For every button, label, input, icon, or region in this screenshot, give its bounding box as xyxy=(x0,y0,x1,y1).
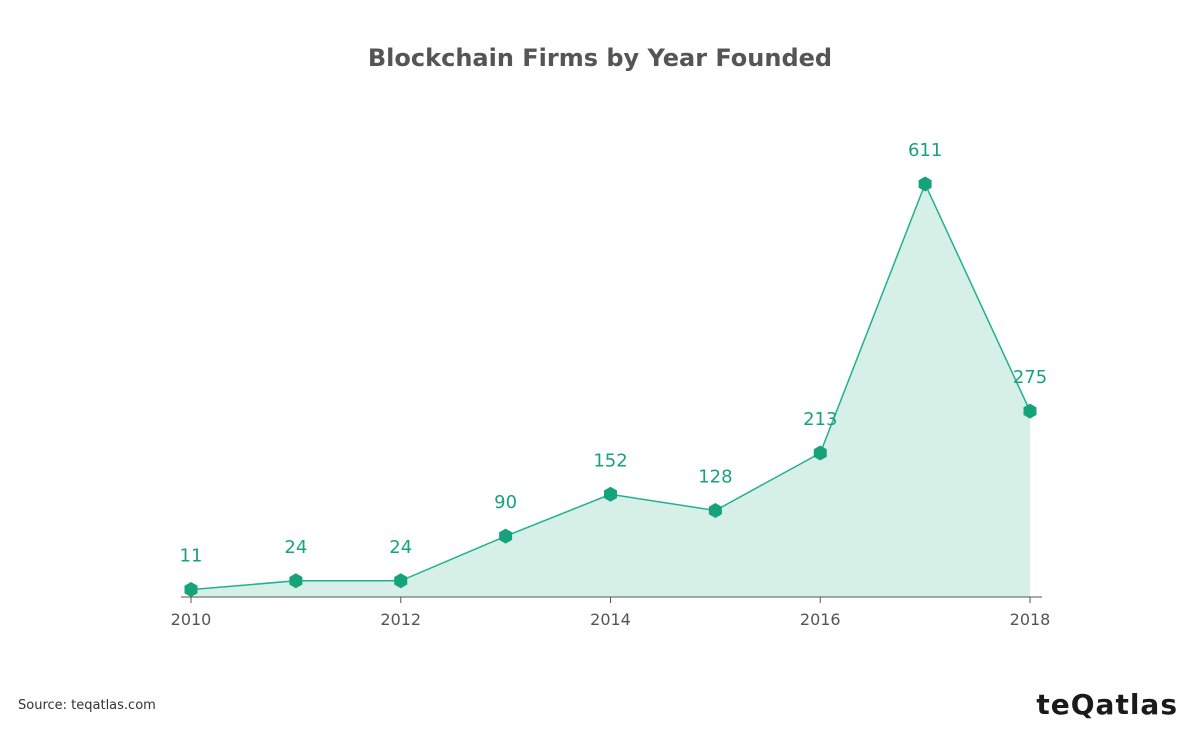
data-point-2012 xyxy=(394,573,408,589)
x-axis: 2010 2012 2014 2016 2018 xyxy=(171,596,1051,629)
chart-title: Blockchain Firms by Year Founded xyxy=(367,44,833,72)
data-label-2015: 128 xyxy=(698,466,732,487)
markers-layer xyxy=(184,176,1037,598)
data-point-2018 xyxy=(1023,403,1037,419)
brand-logo: teQatlas xyxy=(1036,688,1178,721)
x-tick-label: 2012 xyxy=(380,610,421,629)
data-point-2013 xyxy=(499,528,513,544)
data-point-2010 xyxy=(184,582,198,598)
data-label-2017: 611 xyxy=(908,140,942,161)
x-tick-label: 2018 xyxy=(1010,610,1051,629)
data-point-2015 xyxy=(708,502,722,518)
data-label-2010: 11 xyxy=(180,546,203,567)
data-label-2011: 24 xyxy=(284,537,307,558)
data-label-2018: 275 xyxy=(1013,367,1047,388)
x-tick-label: 2014 xyxy=(590,610,631,629)
data-label-2016: 213 xyxy=(803,409,837,430)
series-area xyxy=(191,184,1030,597)
area-layer xyxy=(190,182,1031,597)
source-note: Source: teqatlas.com xyxy=(18,698,156,713)
x-tick-label: 2010 xyxy=(171,610,212,629)
data-point-2014 xyxy=(604,486,617,502)
data-labels-layer: 11 24 24 90 152 128 213 611 275 xyxy=(180,140,1048,567)
data-label-2014: 152 xyxy=(593,450,627,471)
data-label-2013: 90 xyxy=(494,492,517,513)
data-label-2012: 24 xyxy=(389,537,412,558)
x-tick-label: 2016 xyxy=(800,610,841,629)
data-point-2017 xyxy=(918,176,932,192)
data-point-2011 xyxy=(289,573,303,589)
data-point-2016 xyxy=(813,445,827,461)
